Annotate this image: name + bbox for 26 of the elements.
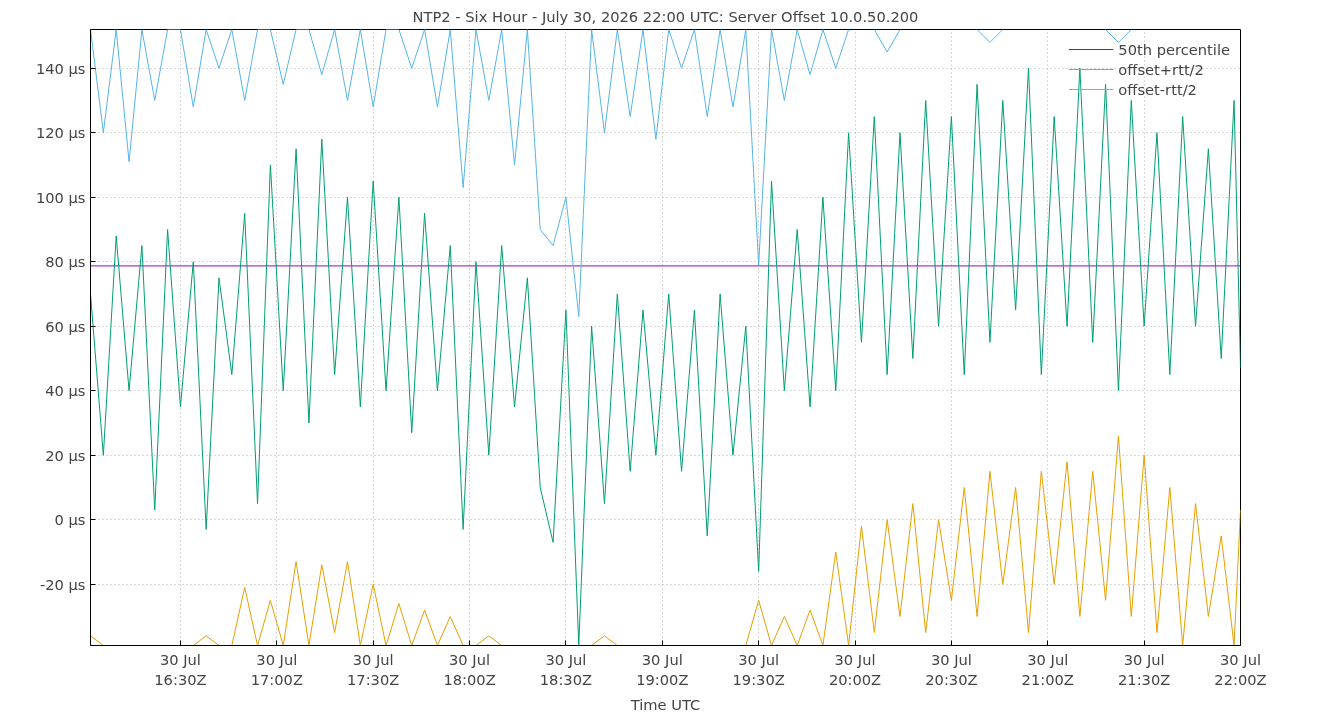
legend-label: 50th percentile <box>1118 40 1230 58</box>
x-tick-label: 30 Jul 18:00Z <box>443 650 496 688</box>
x-tick-label: 30 Jul 17:30Z <box>347 650 400 688</box>
x-tick-label: 30 Jul 21:00Z <box>1021 650 1074 688</box>
x-tick-label: 30 Jul 20:30Z <box>925 650 978 688</box>
x-tick-label: 30 Jul 18:30Z <box>539 650 593 688</box>
x-tick-label: 30 Jul 17:00Z <box>250 650 303 688</box>
y-tick-label: 100 µs <box>35 188 86 206</box>
x-tick-label: 30 Jul 19:30Z <box>732 650 785 688</box>
y-tick-label: 120 µs <box>35 124 86 142</box>
x-tick-label: 30 Jul 16:30Z <box>154 650 207 688</box>
x-axis-title: Time UTC <box>629 695 701 713</box>
y-tick-label: 60 µs <box>45 317 86 335</box>
legend-label: offset-rtt/2 <box>1118 80 1197 98</box>
y-tick-label: -20 µs <box>39 575 86 593</box>
x-tick-label: 30 Jul 21:30Z <box>1117 650 1171 688</box>
x-tick-label: 30 Jul 19:00Z <box>636 650 689 688</box>
x-tick-label: 30 Jul 22:00Z <box>1214 650 1267 688</box>
y-tick-label: 40 µs <box>45 382 86 400</box>
legend-label: offset+rtt/2 <box>1118 60 1204 78</box>
y-tick-label: 80 µs <box>45 253 86 271</box>
x-tick-label: 30 Jul 20:00Z <box>828 650 882 688</box>
y-tick-label: 0 µs <box>54 511 86 529</box>
y-tick-label: 140 µs <box>35 59 86 77</box>
chart-title: NTP2 - Six Hour - July 30, 2026 22:00 UTC: Server Offset 10.0.50.200 <box>412 7 919 25</box>
y-tick-label: 20 µs <box>45 446 86 464</box>
